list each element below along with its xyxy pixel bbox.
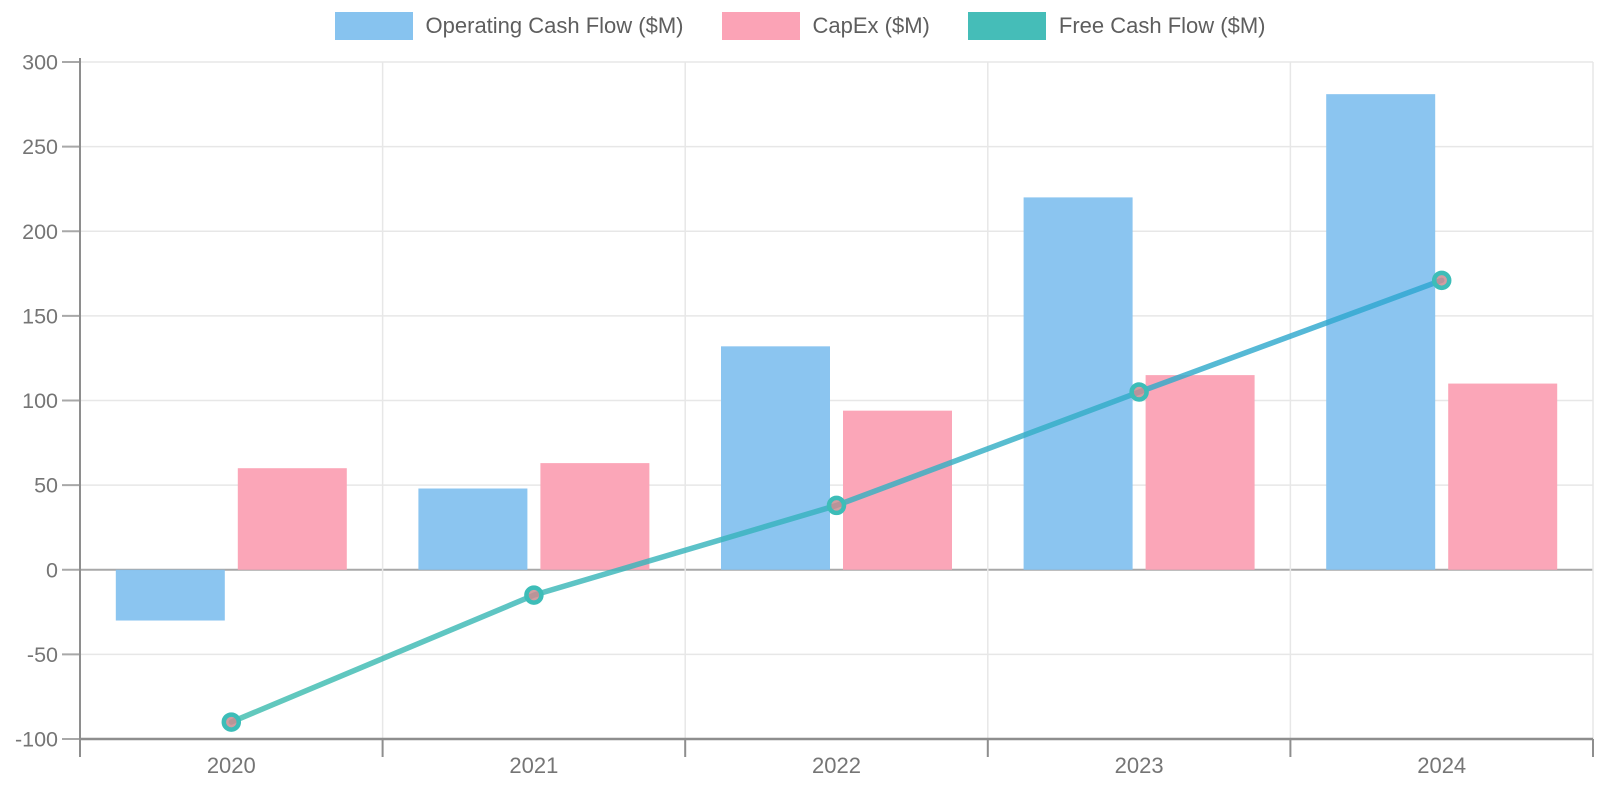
bar-operating-cash-flow-2023[interactable] xyxy=(1023,197,1133,570)
free-cash-flow-point-2020[interactable] xyxy=(221,712,242,732)
bar-operating-cash-flow-2021[interactable] xyxy=(418,488,528,570)
x-axis-label-2022: 2022 xyxy=(812,753,861,778)
free-cash-flow-point-2021[interactable] xyxy=(524,585,544,605)
y-axis-tick-label: 0 xyxy=(46,558,58,582)
y-axis-tick-label: 100 xyxy=(22,389,58,413)
bar-capex-2023[interactable] xyxy=(1145,375,1255,570)
y-axis-tick-label: 50 xyxy=(34,474,58,498)
y-axis-tick-label: 200 xyxy=(22,220,58,244)
x-axis-label-2021: 2021 xyxy=(509,753,558,778)
y-axis-tick-label: 250 xyxy=(22,135,58,159)
free-cash-flow-point-2022[interactable] xyxy=(826,495,847,516)
legend-label-operating-cash-flow: Operating Cash Flow ($M) xyxy=(425,13,684,38)
chart-legend: Operating Cash Flow ($M) CapEx ($M) Free… xyxy=(0,12,1600,40)
y-axis-tick-label: 300 xyxy=(22,51,58,75)
legend-label-free-cash-flow: Free Cash Flow ($M) xyxy=(1058,13,1266,38)
legend-swatch-operating-cash-flow xyxy=(334,12,413,40)
bar-operating-cash-flow-2024[interactable] xyxy=(1326,94,1436,570)
bar-capex-2020[interactable] xyxy=(237,468,347,570)
legend-item-free-cash-flow[interactable]: Free Cash Flow ($M) xyxy=(967,12,1266,40)
free-cash-flow-point-2024[interactable] xyxy=(1431,270,1452,291)
legend-item-capex[interactable]: CapEx ($M) xyxy=(721,12,930,40)
bar-capex-2022[interactable] xyxy=(843,410,952,570)
legend-swatch-capex xyxy=(721,12,800,40)
y-axis-tick-label: -50 xyxy=(27,643,58,667)
legend-swatch-free-cash-flow xyxy=(967,12,1046,40)
bar-capex-2024[interactable] xyxy=(1448,383,1558,570)
x-axis-label-2023: 2023 xyxy=(1115,753,1164,778)
legend-item-operating-cash-flow[interactable]: Operating Cash Flow ($M) xyxy=(334,12,684,40)
bar-capex-2021[interactable] xyxy=(540,463,650,570)
bar-operating-cash-flow-2020[interactable] xyxy=(115,569,225,621)
free-cash-flow-point-2023[interactable] xyxy=(1129,382,1149,402)
x-axis-label-2020: 2020 xyxy=(207,753,256,778)
y-axis-tick-label: 150 xyxy=(22,304,58,328)
legend-label-capex: CapEx ($M) xyxy=(812,13,930,38)
x-axis-label-2024: 2024 xyxy=(1417,753,1466,778)
y-axis-tick-label: -100 xyxy=(15,728,58,752)
